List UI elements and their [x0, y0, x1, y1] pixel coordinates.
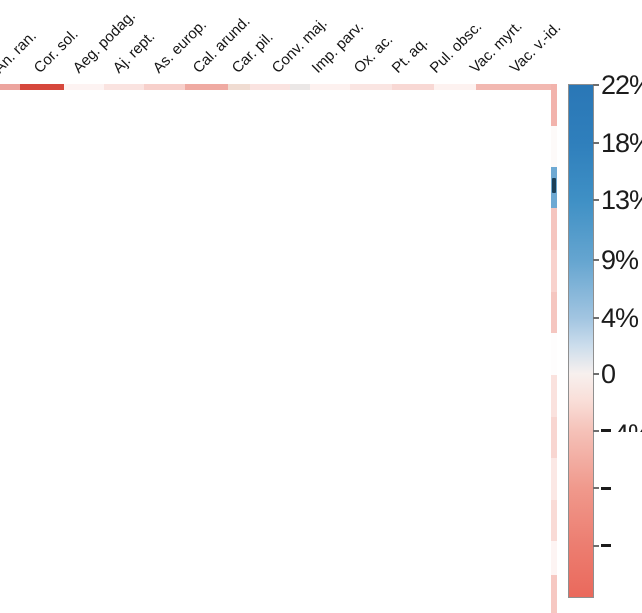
heatmap-cell [551, 84, 557, 126]
heatmap-cell [20, 84, 64, 90]
heatmap-cell [104, 84, 144, 90]
heatmap-cell [551, 375, 557, 417]
colorbar-tick [593, 199, 599, 201]
heatmap-cell [551, 250, 557, 292]
heatmap-cell [551, 292, 557, 333]
heatmap-right-column [551, 84, 557, 613]
colorbar [568, 84, 594, 598]
heatmap-cell [476, 84, 557, 90]
heatmap-cell [228, 84, 250, 90]
heatmap-cell [144, 84, 185, 90]
heatmap-cell [551, 417, 557, 458]
heatmap-cell [185, 84, 228, 90]
heatmap-cell [551, 208, 557, 250]
heatmap-cell [64, 84, 104, 90]
heatmap-cell [551, 500, 557, 541]
colorbar-label: 13% [601, 185, 642, 215]
colorbar-minus-dash [601, 429, 611, 432]
colorbar-tick [593, 317, 599, 319]
heatmap-cell [551, 333, 557, 375]
colorbar-label: 18% [601, 128, 642, 158]
colorbar-tick [593, 259, 599, 261]
colorbar-label: 4% [601, 303, 639, 333]
column-label: Pt. aq. [388, 34, 432, 77]
colorbar-label-clipped: 4% [614, 421, 642, 432]
colorbar-tick [593, 84, 599, 86]
heatmap-cell [392, 84, 434, 90]
colorbar-tick [593, 373, 599, 375]
colorbar-tick [593, 545, 599, 547]
heatmap-cell [551, 541, 557, 575]
heatmap-cell [551, 575, 557, 613]
heatmap-cell [0, 84, 20, 90]
heatmap-cell [434, 84, 476, 90]
heatmap-cell [551, 126, 557, 167]
colorbar-tick [593, 487, 599, 489]
colorbar-tick [593, 430, 599, 432]
heatmap-cell [350, 84, 392, 90]
colorbar-minus-dash [601, 487, 611, 490]
colorbar-tick [593, 142, 599, 144]
heatmap-top-row [0, 84, 557, 90]
heatmap-cell [250, 84, 290, 90]
colorbar-label: 9% [601, 245, 639, 275]
colorbar-label: 22% [601, 70, 642, 100]
heatmap-cell [290, 84, 310, 90]
heatmap-cell [310, 84, 350, 90]
significance-marker-icon [552, 178, 556, 193]
colorbar-minus-dash [601, 544, 611, 547]
colorbar-label: 0 [601, 359, 616, 389]
heatmap-cell [551, 458, 557, 500]
column-label: An. ran. [0, 27, 40, 77]
